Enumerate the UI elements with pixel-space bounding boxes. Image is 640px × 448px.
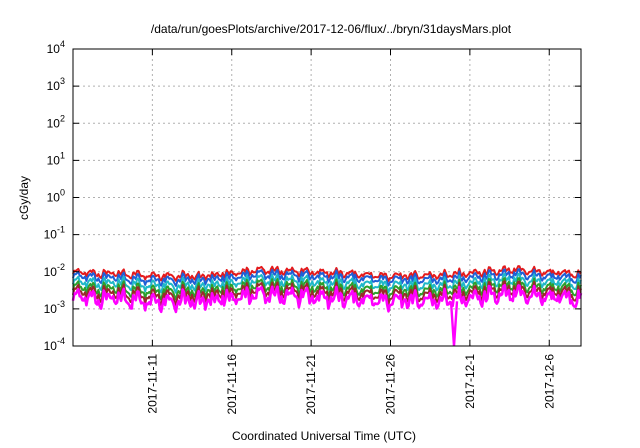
y-tick-base: 10	[44, 228, 58, 242]
y-tick-exponent: 2	[60, 113, 65, 123]
y-tick-label: 102	[47, 113, 65, 130]
y-tick-exponent: -4	[57, 336, 65, 346]
series-line	[72, 277, 582, 301]
y-tick-exponent: -3	[57, 299, 65, 309]
series-layer	[71, 265, 583, 347]
x-tick-label: 2017-12-6	[542, 354, 556, 409]
y-tick-label: 10-1	[44, 225, 65, 242]
y-tick-label: 101	[47, 150, 65, 167]
series-line	[71, 284, 583, 314]
x-ticks: 2017-11-11 2017-11-16 2017-11-21 2017-11-26…	[145, 49, 556, 415]
x-tick-label: 2017-11-11	[145, 354, 159, 414]
series-line	[72, 265, 582, 282]
y-tick-base: 10	[44, 302, 58, 316]
x-tick-label: 2017-11-16	[225, 354, 239, 415]
series-line	[72, 280, 582, 307]
series-line	[72, 272, 582, 294]
chart-title: /data/run/goesPlots/archive/2017-12-06/f…	[151, 22, 512, 36]
y-tick-base: 10	[44, 339, 58, 353]
series-line	[72, 268, 582, 287]
y-tick-label: 10-3	[44, 299, 65, 316]
y-tick-base: 10	[47, 42, 61, 56]
y-tick-base: 10	[47, 79, 61, 93]
y-tick-exponent: 4	[60, 39, 65, 49]
y-tick-base: 10	[47, 116, 61, 130]
series-dip	[449, 301, 459, 347]
y-tick-base: 10	[47, 153, 61, 167]
x-tick-label: 2017-11-21	[304, 354, 318, 415]
y-tick-label: 104	[47, 39, 65, 56]
y-tick-base: 10	[44, 265, 58, 279]
y-tick-label: 100	[47, 188, 65, 205]
y-tick-label: 10-4	[44, 336, 65, 353]
y-tick-exponent: 0	[60, 188, 65, 198]
x-tick-label: 2017-12-1	[463, 354, 477, 409]
x-axis-label: Coordinated Universal Time (UTC)	[232, 429, 416, 443]
y-tick-exponent: 3	[60, 76, 65, 86]
y-tick-base: 10	[47, 191, 61, 205]
y-tick-label: 103	[47, 76, 65, 93]
y-tick-exponent: 1	[60, 150, 65, 160]
y-axis-label: cGy/day	[17, 176, 31, 220]
y-tick-exponent: -2	[57, 262, 65, 272]
x-tick-label: 2017-11-26	[384, 354, 398, 415]
y-tick-label: 10-2	[44, 262, 65, 279]
y-tick-exponent: -1	[57, 225, 65, 235]
